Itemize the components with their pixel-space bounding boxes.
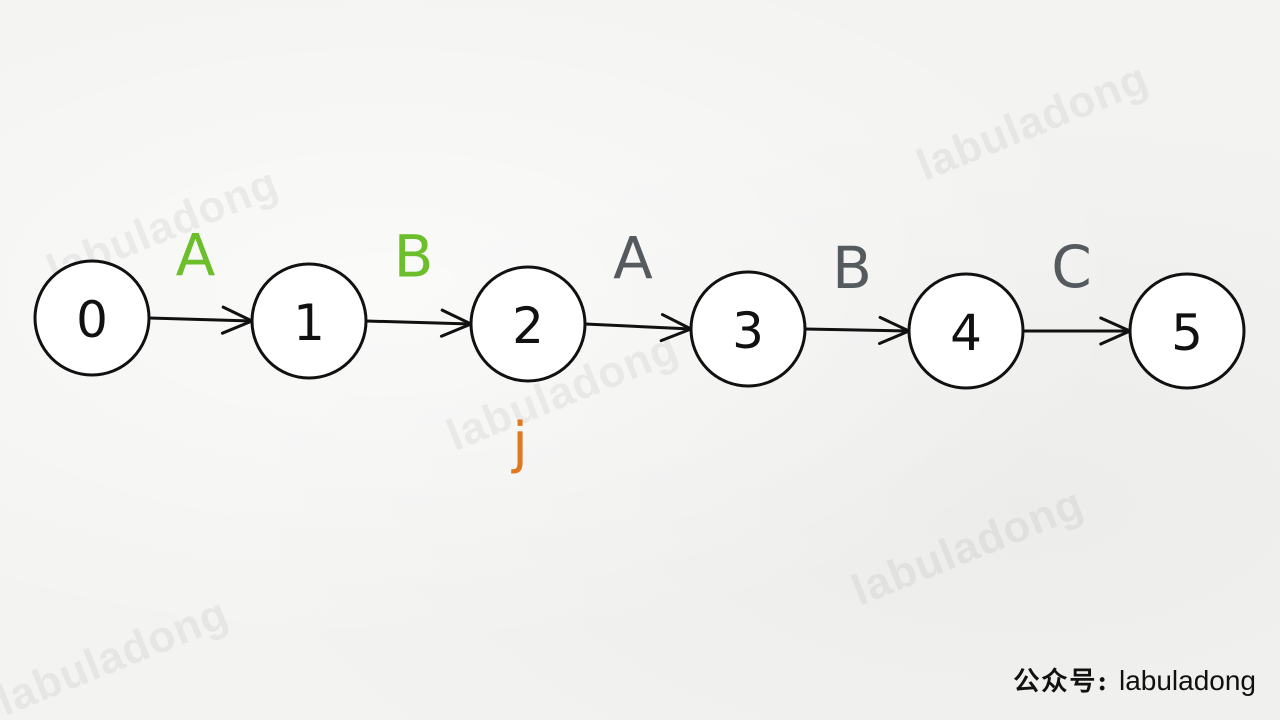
node-label: 2 [512, 297, 544, 355]
node-circle [33, 259, 151, 377]
edge-label: B [394, 223, 434, 291]
edge-label: A [613, 225, 653, 293]
edge-line [803, 327, 911, 333]
state-node-5: 5 [1128, 272, 1246, 390]
node-label: 4 [950, 304, 982, 362]
edge-label: B [832, 234, 872, 302]
edge-4-5 [1021, 316, 1132, 346]
edge-line [147, 316, 254, 323]
edge-line [364, 319, 473, 326]
node-label: 0 [76, 291, 108, 349]
footer-account-name: labuladong [1118, 665, 1256, 696]
state-node-4: 4 [907, 272, 1025, 390]
pointer-label-j: j [510, 411, 528, 476]
footer: 公众号: labuladong [1013, 661, 1256, 698]
state-node-0: 0 [33, 259, 151, 377]
node-circle [469, 265, 587, 383]
node-circle [250, 262, 368, 380]
node-circle [907, 272, 1025, 390]
node-label: 5 [1171, 304, 1203, 362]
state-node-1: 1 [250, 262, 368, 380]
footer-prefix: 公众号: [1013, 667, 1109, 697]
node-circle [1128, 272, 1246, 390]
state-node-3: 3 [689, 270, 807, 388]
edge-0-1 [147, 305, 254, 335]
node-circle [689, 270, 807, 388]
edge-3-4 [803, 315, 911, 345]
edge-label: A [176, 222, 216, 290]
edge-1-2 [364, 308, 473, 338]
edge-2-3 [583, 313, 693, 343]
node-label: 3 [732, 302, 764, 360]
state-node-2: 2 [469, 265, 587, 383]
edge-line [583, 322, 693, 331]
edge-label: C [1051, 233, 1092, 301]
node-label: 1 [293, 294, 325, 352]
